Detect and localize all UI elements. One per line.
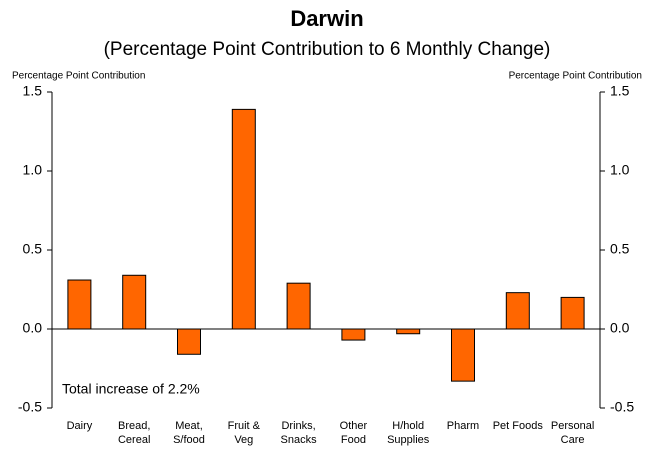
x-tick-label: Meat, [175, 420, 203, 432]
y2-tick-label: 0.0 [610, 320, 630, 336]
bar [286, 282, 311, 330]
x-tick-label: Supplies [387, 434, 430, 446]
y-tick-label: 1.5 [23, 83, 43, 99]
annotation: Total increase of 2.2% [62, 381, 200, 397]
bar [231, 108, 256, 330]
x-tick-label: Other [340, 420, 368, 432]
chart-subtitle: (Percentage Point Contribution to 6 Mont… [104, 39, 551, 60]
x-tick-label: H/hold [392, 420, 424, 432]
x-tick-label: S/food [173, 434, 205, 446]
x-tick-label: Cereal [118, 434, 150, 446]
bar [177, 328, 201, 355]
x-tick-label: Bread, [118, 420, 150, 432]
y-tick-label: 0.5 [23, 241, 43, 257]
y2-tick-label: 1.5 [610, 83, 630, 99]
y2-axis-label: Percentage Point Contribution [509, 71, 642, 82]
x-tick-label: Personal [551, 420, 594, 432]
y-axis-label: Percentage Point Contribution [12, 71, 145, 82]
x-tick-label: Snacks [281, 434, 318, 446]
chart-title: Darwin [290, 6, 363, 31]
x-tick-label: Food [341, 434, 366, 446]
y2-tick-label: -0.5 [610, 399, 634, 415]
x-tick-label: Drinks, [281, 420, 315, 432]
x-tick-label: Pharm [447, 420, 479, 432]
x-tick-label: Care [561, 434, 585, 446]
bar [505, 292, 530, 330]
bar [67, 279, 92, 330]
y2-tick-label: 1.0 [610, 162, 630, 178]
x-tick-label: Veg [234, 434, 253, 446]
bar [122, 274, 147, 330]
bar [341, 328, 366, 341]
bar [396, 328, 421, 335]
x-tick-label: Fruit & [228, 420, 261, 432]
x-tick-label: Dairy [67, 420, 93, 432]
bar [451, 328, 475, 382]
y2-tick-label: 0.5 [610, 241, 630, 257]
bar [560, 296, 585, 330]
y-tick-label: 1.0 [23, 162, 43, 178]
y-tick-label: -0.5 [18, 399, 42, 415]
x-tick-label: Pet Foods [493, 420, 544, 432]
y-tick-label: 0.0 [23, 320, 43, 336]
